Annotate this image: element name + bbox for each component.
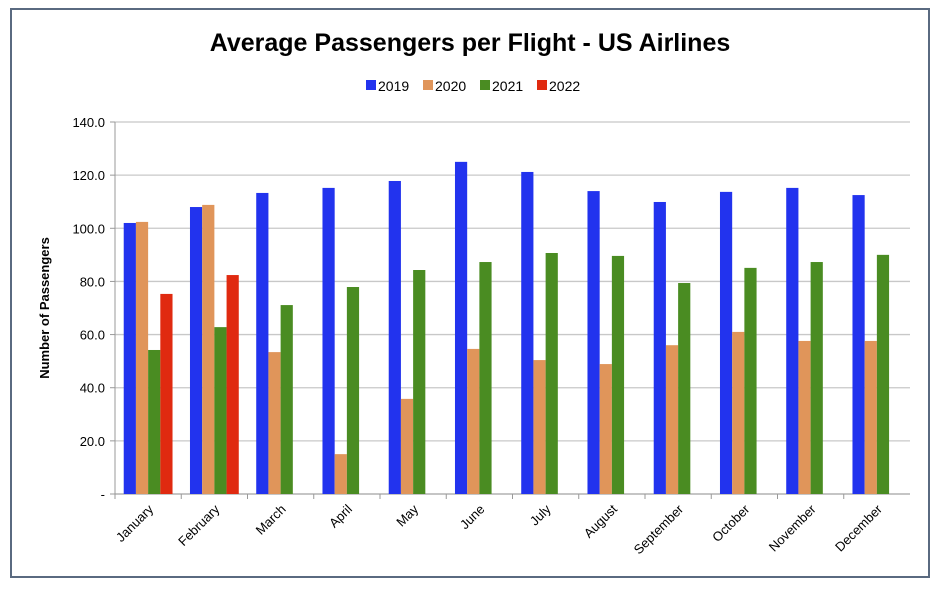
- bar-2021-april: [346, 287, 360, 494]
- legend-swatch-2020: [423, 80, 433, 90]
- bar-2020-december: [864, 340, 877, 494]
- y-axis-label: Number of Passengers: [37, 237, 52, 379]
- bar-2019-january: [123, 222, 136, 494]
- bar-2019-february: [189, 207, 203, 494]
- bar-2019-september: [653, 201, 666, 495]
- x-axis-ticks: January February March April May June July Augu…: [113, 494, 885, 557]
- bar-2020-january: [135, 221, 149, 494]
- bar-2021-march: [280, 305, 293, 494]
- bar-2020-november: [798, 340, 811, 494]
- bar-2020-june: [467, 348, 480, 494]
- x-tick-label: August: [581, 501, 620, 540]
- bar-2019-august: [587, 191, 600, 495]
- y-tick-label: 40.0: [80, 381, 105, 396]
- bar-2020-august: [599, 364, 612, 494]
- bar-2021-may: [413, 270, 426, 494]
- y-tick-label: 60.0: [80, 328, 105, 343]
- bar-2020-may: [400, 398, 414, 494]
- bar-2021-october: [744, 267, 757, 494]
- x-tick-label: October: [709, 501, 753, 545]
- x-tick-label: December: [832, 501, 885, 554]
- bar-2021-february: [214, 327, 227, 494]
- bar-2019-july: [521, 171, 534, 494]
- x-tick-label: June: [457, 502, 488, 533]
- y-tick-label: 120.0: [72, 168, 105, 183]
- bar-2020-february: [202, 204, 215, 494]
- chart-title: Average Passengers per Flight - US Airli…: [210, 29, 731, 57]
- bar-2022-january: [160, 293, 173, 494]
- bar-2020-march: [268, 352, 281, 494]
- x-tick-label: March: [253, 502, 289, 538]
- bar-2020-april: [334, 454, 347, 494]
- bar-2020-september: [665, 345, 679, 494]
- y-tick-label: -: [101, 487, 105, 502]
- bars: [123, 161, 890, 495]
- x-tick-label: May: [393, 501, 421, 529]
- legend: 2019 2020 2021 2022: [366, 78, 580, 94]
- x-tick-label: April: [326, 501, 355, 530]
- bar-2019-april: [322, 187, 335, 494]
- legend-label: 2020: [435, 78, 466, 94]
- chart-frame: [10, 8, 930, 578]
- bar-2019-june: [454, 161, 468, 494]
- legend-label: 2022: [549, 78, 580, 94]
- bar-2021-june: [479, 262, 492, 494]
- y-tick-label: 100.0: [72, 221, 105, 236]
- bar-2021-august: [611, 255, 625, 494]
- x-tick-label: November: [766, 501, 819, 554]
- bar-2021-november: [810, 262, 823, 494]
- legend-swatch-2019: [366, 80, 376, 90]
- x-tick-label: July: [527, 501, 554, 528]
- bar-2021-january: [148, 349, 161, 494]
- x-tick-label: January: [113, 501, 157, 545]
- bar-2019-october: [719, 191, 733, 494]
- x-tick-label: September: [631, 501, 687, 557]
- bar-2021-december: [876, 254, 890, 494]
- y-tick-label: 80.0: [80, 274, 105, 289]
- bar-2019-march: [256, 192, 269, 494]
- bar-2021-september: [678, 283, 691, 494]
- x-tick-label: February: [175, 501, 223, 549]
- bar-2019-november: [786, 187, 799, 494]
- legend-swatch-2021: [480, 80, 490, 90]
- bar-2022-february: [226, 275, 239, 494]
- y-tick-label: 20.0: [80, 434, 105, 449]
- legend-swatch-2022: [537, 80, 547, 90]
- legend-label: 2021: [492, 78, 523, 94]
- bar-2019-december: [852, 195, 865, 495]
- y-axis-ticks: - 20.0 40.0 60.0 80.0 100.0 120.0 140.0: [72, 115, 105, 502]
- legend-label: 2019: [378, 78, 409, 94]
- bar-2021-july: [545, 252, 558, 494]
- bar-2019-may: [388, 180, 401, 494]
- y-tick-label: 140.0: [72, 115, 105, 130]
- bar-2020-july: [533, 360, 546, 494]
- bar-2020-october: [732, 331, 745, 494]
